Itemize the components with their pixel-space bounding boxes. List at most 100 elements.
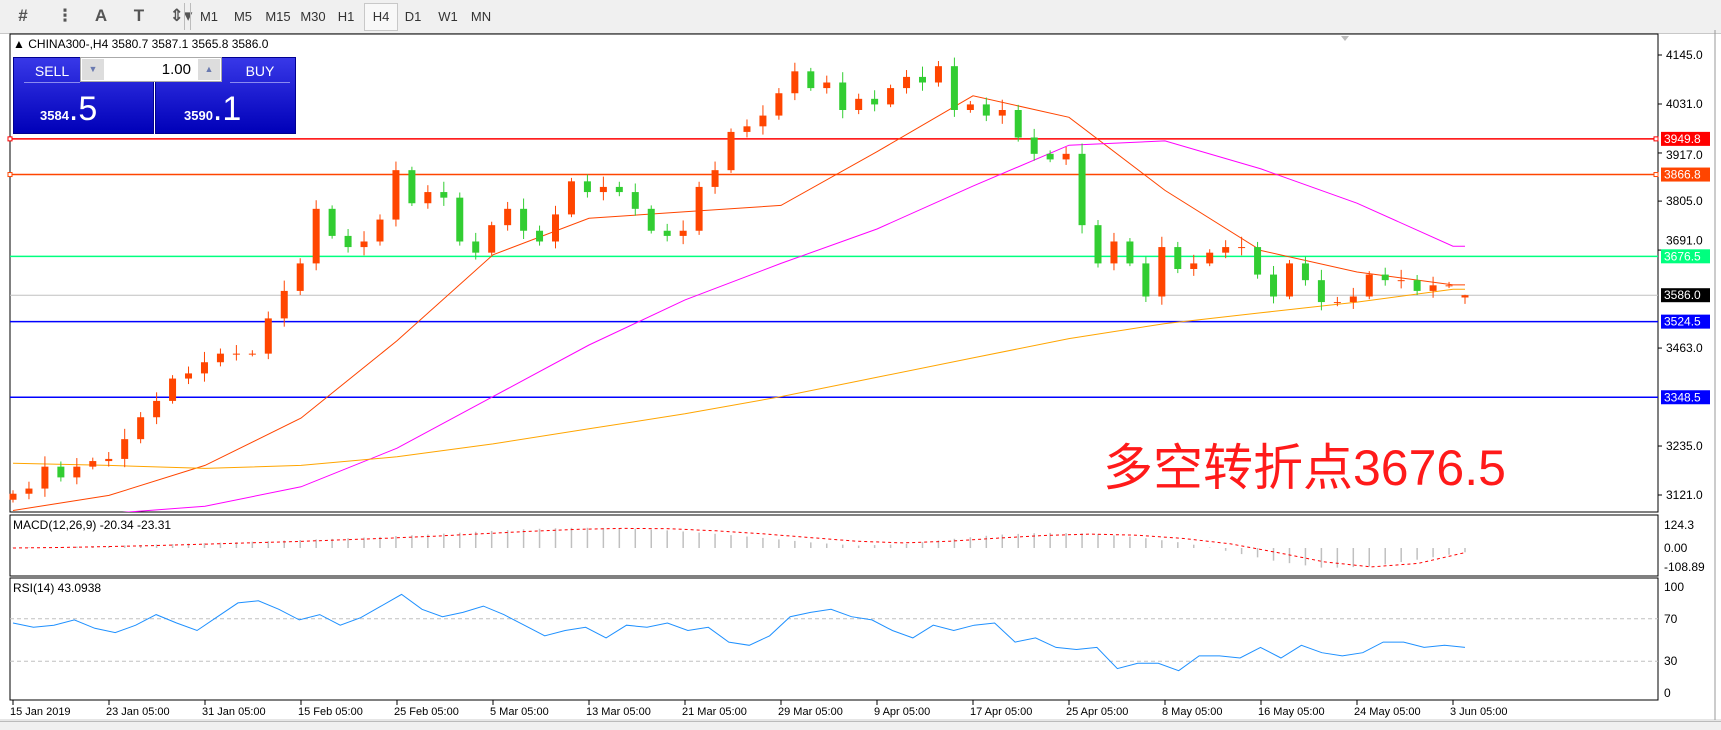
candle-body <box>536 230 544 242</box>
candle-body <box>1222 247 1230 253</box>
candle-body <box>1142 263 1150 297</box>
sell-label: SELL <box>24 60 80 83</box>
arrows-dropdown-icon[interactable]: ⇕▾ <box>169 6 193 25</box>
text-icon[interactable]: A <box>94 6 108 25</box>
timeframe-w1[interactable]: W1 <box>438 9 458 24</box>
candle-body <box>663 230 671 236</box>
candle-body <box>1030 137 1038 154</box>
candle-body <box>1254 247 1262 275</box>
timeframe-m1[interactable]: M1 <box>199 9 219 24</box>
lot-size-value[interactable]: 1.00 <box>161 61 191 78</box>
timeframe-h1[interactable]: H1 <box>337 9 355 24</box>
candle-body <box>855 98 863 111</box>
line-anchor-handle <box>1653 136 1659 142</box>
candle-body <box>615 186 623 193</box>
timeframe-m5[interactable]: M5 <box>233 9 253 24</box>
macd-axis-label: 124.3 <box>1664 518 1694 532</box>
buy-price: 3590.1 <box>184 90 242 128</box>
candle-body <box>775 93 783 116</box>
macd-signal-line <box>12 527 1466 568</box>
candle-body <box>200 362 208 374</box>
candle-body <box>1397 280 1405 282</box>
price-line-label-bg <box>1661 167 1710 182</box>
candle-body <box>169 378 177 401</box>
moving-average-line <box>122 140 1465 512</box>
timeframe-m30[interactable]: M30 <box>300 9 326 24</box>
price-line-label: 3949.8 <box>1664 132 1701 146</box>
price-tick-label: 4031.0 <box>1666 97 1703 111</box>
line-anchor-handle <box>7 172 13 178</box>
candle-body <box>1461 295 1469 298</box>
candle-body <box>567 181 575 215</box>
candle-body <box>679 230 687 236</box>
candle-body <box>488 225 496 253</box>
candle-body <box>647 208 655 231</box>
candle-body <box>264 318 272 354</box>
lot-increase-icon[interactable]: ▲ <box>198 59 220 80</box>
candle-body <box>504 208 512 226</box>
symbol-ohlc: CHINA300-,H4 3580.7 3587.1 3565.8 3586.0 <box>28 37 269 51</box>
candle-body <box>424 192 432 204</box>
candle-body <box>232 353 240 355</box>
price-tick-label: 3463.0 <box>1666 341 1703 355</box>
macd-panel <box>9 514 1659 577</box>
candle-body <box>1078 153 1086 226</box>
candle-body <box>1365 274 1373 297</box>
candle-body <box>552 214 560 242</box>
price-line-label-bg <box>1661 131 1710 146</box>
price-line-label: 3676.5 <box>1664 249 1701 263</box>
candle-body <box>121 439 129 459</box>
timeframe-m15[interactable]: M15 <box>265 9 291 24</box>
candle-body <box>408 170 416 204</box>
collapse-triangle-icon[interactable]: ▲ <box>13 37 25 51</box>
candle-body <box>41 466 49 489</box>
time-tick-label: 17 Apr 05:00 <box>970 706 1032 718</box>
candle-body <box>871 98 879 105</box>
candle-body <box>1190 263 1198 269</box>
candle-body <box>137 417 145 440</box>
time-tick-label: 23 Jan 05:00 <box>106 706 170 718</box>
candle-body <box>711 170 719 187</box>
macd-axis-label: 0.00 <box>1664 541 1688 555</box>
time-tick-label: 15 Jan 2019 <box>10 706 71 718</box>
price-tick-label: 4145.0 <box>1666 48 1703 62</box>
candle-body <box>950 66 958 111</box>
candle-body <box>472 241 480 253</box>
time-tick-label: 5 Mar 05:00 <box>490 706 549 718</box>
timeframe-h4[interactable]: H4 <box>364 3 398 31</box>
time-tick-label: 3 Jun 05:00 <box>1450 706 1508 718</box>
lot-decrease-icon[interactable]: ▼ <box>82 59 104 80</box>
candle-body <box>998 110 1006 116</box>
candle-body <box>1333 302 1341 304</box>
buy-button[interactable]: BUY 3590.1 <box>155 57 296 134</box>
text-label-icon[interactable]: T <box>133 6 145 25</box>
candle-body <box>1445 285 1453 287</box>
candle-body <box>887 88 895 105</box>
timeframe-mn[interactable]: MN <box>470 9 492 24</box>
candle-body <box>1301 263 1309 281</box>
fibonacci-expansion-icon[interactable]: # <box>18 6 28 25</box>
candle-body <box>392 170 400 220</box>
rsi-title: RSI(14) 43.0938 <box>13 581 101 595</box>
candle-body <box>583 181 591 193</box>
time-tick-label: 31 Jan 05:00 <box>202 706 266 718</box>
time-tick-label: 29 Mar 05:00 <box>778 706 843 718</box>
annotation-text: 多空转折点3676.5 <box>1103 440 1506 496</box>
candle-body <box>296 263 304 291</box>
candle-body <box>1014 110 1022 138</box>
fibonacci-fan-icon[interactable]: ⋮ <box>56 6 74 25</box>
rsi-panel <box>9 577 1659 701</box>
moving-average-line <box>12 288 1465 469</box>
sell-price: 3584.5 <box>40 90 98 128</box>
candle-body <box>216 353 224 363</box>
lot-size-field[interactable]: ▼ 1.00 ▲ <box>80 57 222 82</box>
buy-label: BUY <box>230 60 290 83</box>
time-tick-label: 9 Apr 05:00 <box>874 706 930 718</box>
candle-body <box>440 192 448 198</box>
candles <box>9 57 1469 503</box>
toolbar-separator <box>184 3 185 30</box>
candle-body <box>1413 280 1421 291</box>
candle-body <box>727 131 735 171</box>
price-line-label-bg <box>1661 314 1710 329</box>
timeframe-d1[interactable]: D1 <box>404 9 422 24</box>
